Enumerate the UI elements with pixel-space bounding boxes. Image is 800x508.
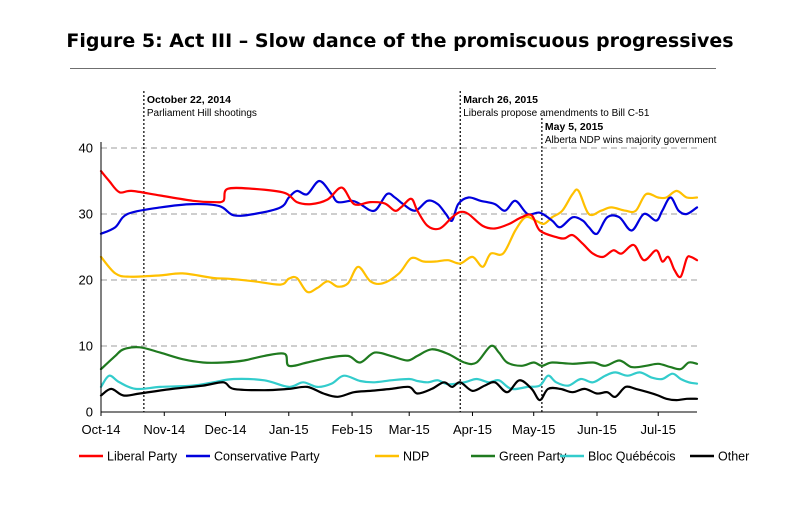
event-title-1: October 22, 2014	[147, 94, 231, 106]
x-tick-label-oct-14: Oct-14	[81, 422, 120, 437]
x-tick-label-dec-14: Dec-14	[205, 422, 247, 437]
series-line-other	[99, 379, 699, 402]
y-tick-label-40: 40	[79, 141, 93, 156]
event-title-3: May 5, 2015	[545, 121, 604, 133]
legend-label-green-party: Green Party	[499, 450, 567, 464]
event-description-1: Parliament Hill shootings	[147, 108, 257, 119]
event-description-2: Liberals propose amendments to Bill C-51	[463, 108, 650, 119]
x-tick-label-apr-15: Apr-15	[453, 422, 492, 437]
y-tick-label-0: 0	[86, 405, 93, 420]
series-line-liberal-party	[99, 170, 699, 279]
title-divider	[70, 68, 716, 69]
x-tick-label-jul-15: Jul-15	[641, 422, 676, 437]
series-lines	[99, 170, 699, 402]
x-tick-label-feb-15: Feb-15	[331, 422, 372, 437]
annotation-lines	[143, 91, 543, 412]
series-line-ndp	[99, 188, 699, 294]
legend-label-ndp: NDP	[403, 450, 429, 464]
chart-title: Figure 5: Act III – Slow dance of the pr…	[66, 30, 734, 52]
event-title-2: March 26, 2015	[463, 94, 538, 106]
x-tick-label-nov-14: Nov-14	[143, 422, 185, 437]
legend-label-liberal-party: Liberal Party	[107, 450, 178, 464]
series-line-green-party	[99, 344, 699, 371]
axes: 0 10 20 30 40 Oct-14 Nov-14 Dec-14 Jan-15 Feb-15 M…	[79, 141, 697, 437]
y-tick-label-10: 10	[79, 339, 93, 354]
x-tick-label-jun-15: Jun-15	[577, 422, 617, 437]
legend-label-conservative-party: Conservative Party	[214, 450, 320, 464]
y-tick-label-30: 30	[79, 207, 93, 222]
annotation-labels: October 22, 2014 Parliament Hill shooting…	[147, 94, 717, 146]
x-tick-label-mar-15: Mar-15	[389, 422, 430, 437]
legend-label-bloc-quebecois: Bloc Québécois	[588, 450, 676, 464]
event-description-3: Alberta NDP wins majority government	[545, 135, 717, 146]
gridlines	[101, 147, 697, 347]
x-tick-label-jan-15: Jan-15	[269, 422, 309, 437]
legend: Liberal Party Conservative Party NDP Green …	[79, 450, 749, 464]
legend-label-other: Other	[718, 450, 749, 464]
y-tick-label-20: 20	[79, 273, 93, 288]
x-tick-label-may-15: May-15	[512, 422, 555, 437]
